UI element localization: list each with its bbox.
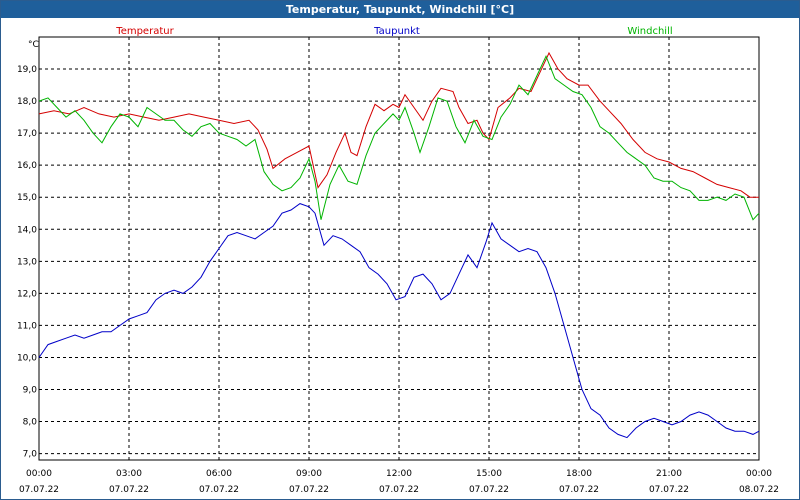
series-line-temperatur bbox=[38, 51, 759, 198]
grid bbox=[39, 37, 759, 460]
x-tick-date: 07.07.22 bbox=[289, 485, 329, 495]
series-line-taupunkt bbox=[38, 203, 760, 439]
y-tick-label: 16,0 bbox=[17, 161, 37, 171]
x-tick-date: 07.07.22 bbox=[379, 485, 419, 495]
series-line-windchill bbox=[38, 54, 760, 221]
x-tick-date: 07.07.22 bbox=[19, 485, 59, 495]
x-tick-time: 12:00 bbox=[386, 469, 412, 479]
legend: Temperatur Taupunkt Windchill bbox=[115, 26, 672, 37]
y-tick-label: 14,0 bbox=[17, 225, 37, 235]
y-tick-label: 18,0 bbox=[17, 97, 37, 107]
y-tick-label: 12,0 bbox=[17, 289, 37, 299]
legend-label-windchill: Windchill bbox=[627, 26, 672, 37]
x-tick-time: 00:00 bbox=[26, 469, 52, 479]
x-tick-time: 09:00 bbox=[296, 469, 322, 479]
legend-label-taupunkt: Taupunkt bbox=[373, 26, 420, 37]
x-tick-time: 06:00 bbox=[206, 469, 232, 479]
y-tick-labels: 7,0 8,0 9,0 10,0 11,0 12,0 13,0 14,0 15,0 16,0 17,… bbox=[17, 65, 37, 460]
x-tick-time: 18:00 bbox=[566, 469, 592, 479]
x-tick-time: 21:00 bbox=[656, 469, 682, 479]
x-tick-date: 07.07.22 bbox=[469, 485, 509, 495]
y-tick-label: 15,0 bbox=[17, 193, 37, 203]
y-tick-label: 19,0 bbox=[17, 65, 37, 75]
x-tick-date: 08.07.22 bbox=[739, 485, 779, 495]
x-tick-date: 07.07.22 bbox=[649, 485, 689, 495]
y-tick-label: 8,0 bbox=[23, 418, 38, 428]
x-tick-date: 07.07.22 bbox=[559, 485, 599, 495]
y-tick-label: 7,0 bbox=[23, 450, 38, 460]
x-tick-time: 00:00 bbox=[746, 469, 772, 479]
x-tick-date: 07.07.22 bbox=[109, 485, 149, 495]
x-tick-labels: 00:00 07.07.22 03:00 07.07.22 06:00 07.07.22 0… bbox=[19, 469, 779, 495]
x-tick-time: 03:00 bbox=[116, 469, 142, 479]
x-tick-time: 15:00 bbox=[476, 469, 502, 479]
series-lines bbox=[38, 51, 760, 439]
legend-label-temperatur: Temperatur bbox=[115, 26, 174, 37]
y-tick-label: 13,0 bbox=[17, 257, 37, 267]
y-tick-label: 11,0 bbox=[17, 321, 37, 331]
x-tick-date: 07.07.22 bbox=[199, 485, 239, 495]
y-tick-label: 9,0 bbox=[23, 386, 38, 396]
y-tick-label: 10,0 bbox=[17, 353, 37, 363]
chart-title: Temperatur, Taupunkt, Windchill [°C] bbox=[1, 1, 799, 18]
y-tick-label: 17,0 bbox=[17, 129, 37, 139]
y-axis-unit-label: °C bbox=[28, 40, 39, 50]
